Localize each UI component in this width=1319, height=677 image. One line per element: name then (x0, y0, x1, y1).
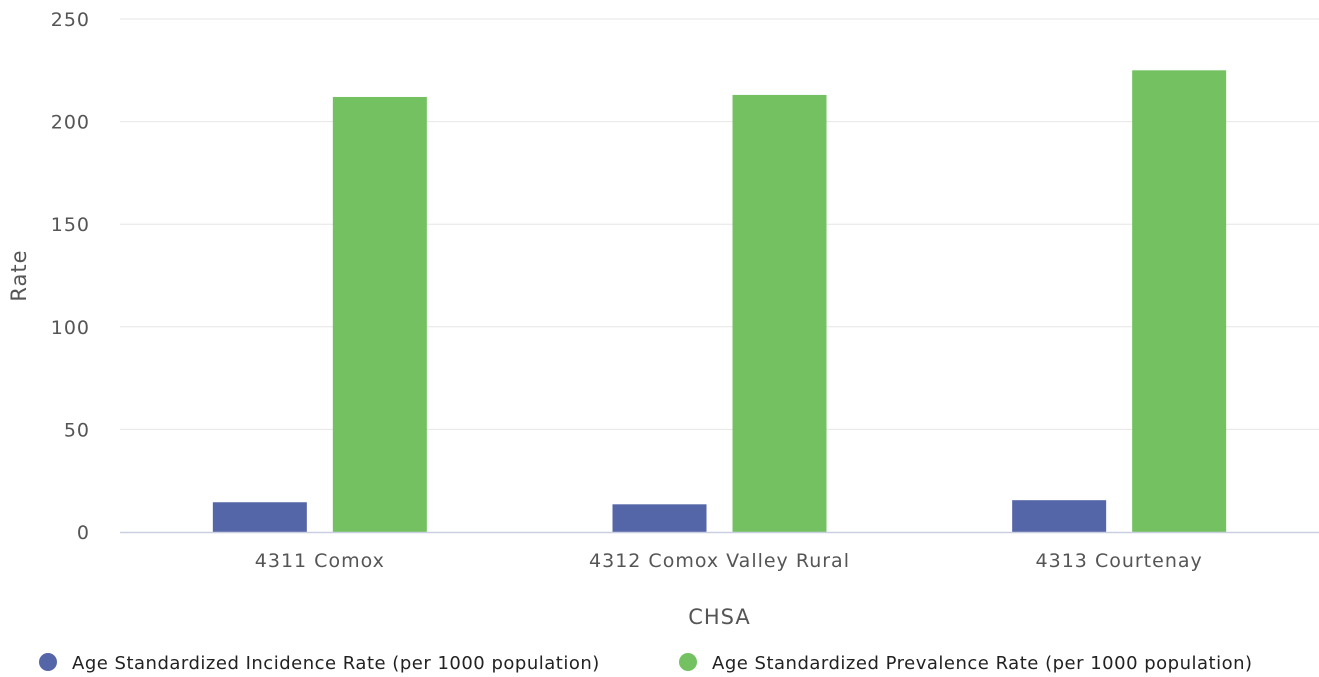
legend-swatch (679, 653, 697, 671)
legend: Age Standardized Incidence Rate (per 100… (39, 653, 1253, 674)
y-tick-label: 200 (51, 112, 90, 134)
y-axis-title: Rate (7, 249, 31, 301)
bar-incidence[interactable] (1012, 500, 1107, 532)
x-tick-label: 4313 Courtenay (1036, 550, 1203, 572)
y-axis-ticks: 0 50 100 150 200 250 (51, 9, 90, 544)
bars (212, 70, 1227, 533)
y-tick-label: 250 (51, 9, 90, 31)
y-tick-label: 100 (51, 317, 90, 339)
bar-prevalence[interactable] (1132, 70, 1227, 533)
legend-swatch (39, 653, 57, 671)
bar-incidence[interactable] (212, 502, 307, 532)
y-tick-label: 0 (77, 522, 90, 544)
legend-label: Age Standardized Prevalence Rate (per 10… (712, 653, 1253, 674)
bar-prevalence[interactable] (332, 96, 427, 532)
legend-item-incidence[interactable]: Age Standardized Incidence Rate (per 100… (39, 653, 600, 674)
x-axis-ticks: 4311 Comox 4312 Comox Valley Rural 4313 Co… (255, 550, 1203, 572)
legend-label: Age Standardized Incidence Rate (per 100… (72, 653, 600, 674)
grid-lines (120, 18, 1319, 430)
bar-prevalence[interactable] (732, 94, 827, 532)
legend-item-prevalence[interactable]: Age Standardized Prevalence Rate (per 10… (679, 653, 1253, 674)
x-tick-label: 4312 Comox Valley Rural (589, 550, 850, 572)
x-tick-label: 4311 Comox (255, 550, 385, 572)
x-axis-title: CHSA (688, 605, 751, 629)
y-tick-label: 50 (64, 419, 90, 441)
y-tick-label: 150 (51, 214, 90, 236)
bar-incidence[interactable] (612, 504, 707, 532)
